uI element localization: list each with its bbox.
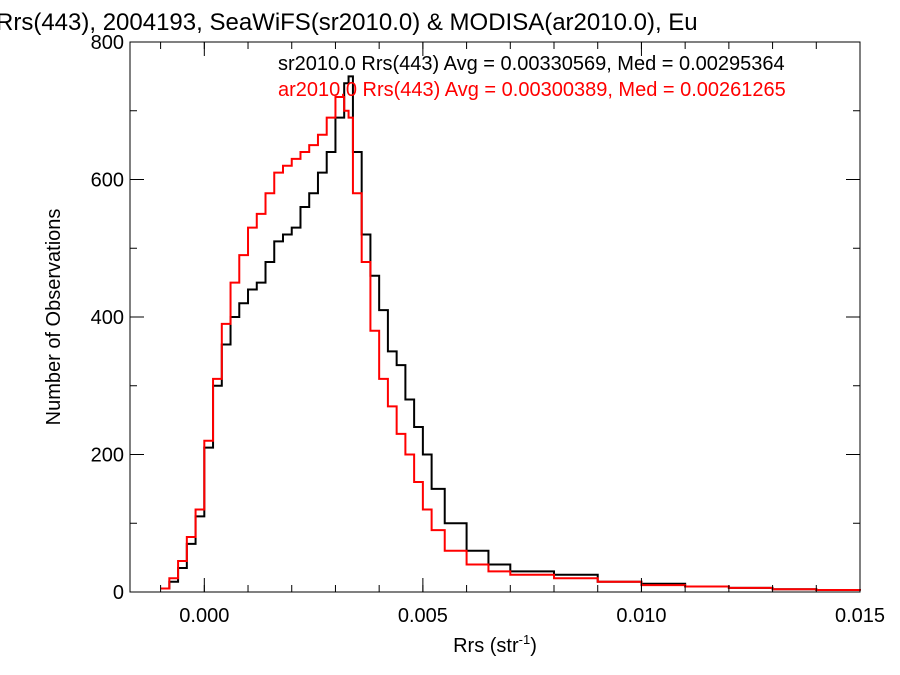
y-axis-label: Number of Observations — [43, 209, 65, 426]
series-layer — [160, 75, 861, 591]
x-axis-label-sup: -1 — [519, 632, 531, 647]
x-tick-label: 0.015 — [835, 605, 885, 627]
x-axis-label-main: Rrs (str — [453, 635, 519, 657]
series-line-ar2010 — [160, 96, 861, 591]
y-tick-label: 800 — [91, 32, 124, 54]
y-tick-label: 0 — [113, 582, 124, 604]
axes-layer: 0.000 0.005 0.010 0.015 0 200 400 600 800 — [91, 32, 885, 627]
y-tick-label: 200 — [91, 445, 124, 467]
x-axis-label: Rrs (str-1) — [453, 632, 537, 657]
annotation-ar2010: ar2010.0 Rrs(443) Avg = 0.00300389, Med … — [278, 79, 786, 101]
x-tick-label: 0.005 — [398, 605, 448, 627]
annotation-sr2010: sr2010.0 Rrs(443) Avg = 0.00330569, Med … — [278, 53, 785, 75]
x-tick-label: 0.010 — [616, 605, 666, 627]
y-tick-label: 600 — [91, 170, 124, 192]
x-axis-label-tail: ) — [530, 635, 537, 657]
series-line-sr2010 — [160, 75, 861, 591]
y-tick-label: 400 — [91, 307, 124, 329]
chart-title: Rrs(443), 2004193, SeaWiFS(sr2010.0) & M… — [0, 9, 698, 36]
x-tick-label: 0.000 — [179, 605, 229, 627]
